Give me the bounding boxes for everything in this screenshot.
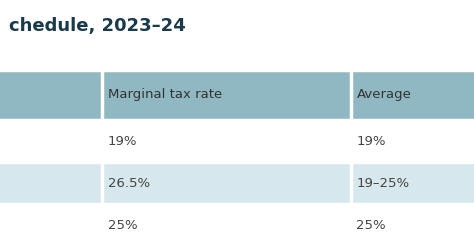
Text: 19%: 19% — [356, 135, 386, 148]
Bar — [0, 162, 102, 204]
Bar — [351, 120, 474, 162]
Text: 25%: 25% — [356, 219, 386, 232]
Text: 25%: 25% — [108, 219, 137, 232]
Bar — [102, 70, 351, 120]
Text: 19%: 19% — [108, 135, 137, 148]
Text: 19–25%: 19–25% — [356, 177, 410, 190]
Bar — [102, 162, 351, 204]
Bar — [102, 120, 351, 162]
Text: 26.5%: 26.5% — [108, 177, 150, 190]
Bar — [351, 70, 474, 120]
Bar — [0, 70, 102, 120]
Bar — [102, 204, 351, 247]
Bar — [0, 204, 102, 247]
Bar — [0, 120, 102, 162]
Text: Marginal tax rate: Marginal tax rate — [108, 88, 222, 101]
Bar — [351, 204, 474, 247]
Text: chedule, 2023–24: chedule, 2023–24 — [9, 17, 186, 35]
Bar — [351, 162, 474, 204]
Text: Average: Average — [356, 88, 411, 101]
